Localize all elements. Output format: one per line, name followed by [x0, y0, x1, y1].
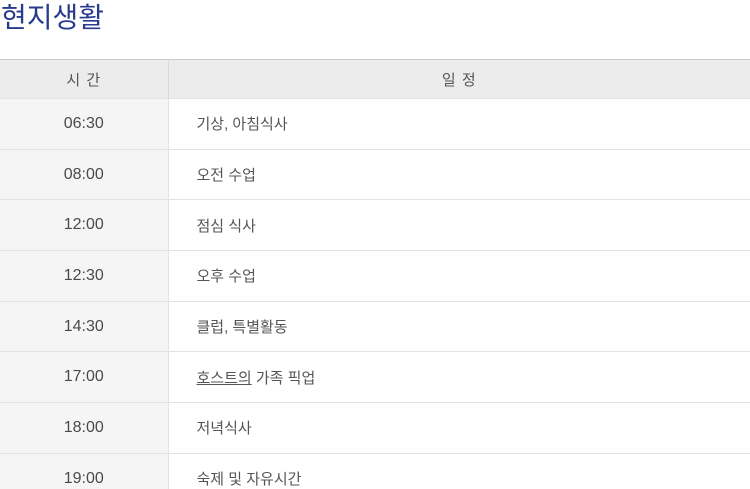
time-cell: 18:00 — [0, 402, 169, 454]
table-header-row: 시 간 일 정 — [0, 59, 750, 99]
event-text: 가족 픽업 — [251, 369, 316, 387]
table-row: 14:30 클럽, 특별활동 — [0, 301, 750, 352]
event-text: 클럽, 특별활동 — [196, 319, 288, 337]
table-row: 19:00 숙제 및 자유시간 — [0, 453, 750, 489]
table-row: 06:30 기상, 아침식사 — [0, 98, 750, 150]
event-cell: 호스트의 가족 픽업 — [168, 351, 750, 403]
table-row: 18:00 저녁식사 — [0, 402, 750, 454]
schedule-table: 시 간 일 정 06:30 기상, 아침식사 08:00 오전 수업 12:00… — [0, 59, 750, 489]
event-text: 점심 식사 — [196, 217, 256, 235]
table-row: 12:00 점심 식사 — [0, 199, 750, 251]
event-cell: 점심 식사 — [168, 199, 750, 251]
event-cell: 숙제 및 자유시간 — [168, 453, 750, 489]
event-text: 저녁식사 — [196, 420, 252, 438]
table-row: 08:00 오전 수업 — [0, 149, 750, 200]
event-cell: 오후 수업 — [168, 250, 750, 302]
event-cell: 클럽, 특별활동 — [168, 301, 750, 352]
time-cell: 12:30 — [0, 250, 169, 302]
event-column-header: 일 정 — [168, 59, 750, 99]
event-text: 기상, 아침식사 — [196, 116, 288, 134]
time-cell: 14:30 — [0, 301, 169, 352]
event-cell: 기상, 아침식사 — [168, 98, 750, 150]
time-cell: 06:30 — [0, 98, 169, 150]
event-text: 오후 수업 — [196, 268, 256, 286]
page-title: 현지생활 — [1, 2, 105, 33]
event-text: 숙제 및 자유시간 — [196, 471, 302, 489]
time-cell: 12:00 — [0, 199, 169, 251]
table-row: 17:00 호스트의 가족 픽업 — [0, 351, 750, 403]
time-column-header: 시 간 — [0, 59, 169, 99]
time-cell: 19:00 — [0, 453, 169, 489]
time-cell: 08:00 — [0, 149, 169, 200]
time-cell: 17:00 — [0, 351, 169, 403]
event-cell: 오전 수업 — [168, 149, 750, 200]
event-cell: 저녁식사 — [168, 402, 750, 454]
event-text: 오전 수업 — [196, 167, 256, 185]
event-underlined-text: 호스트의 — [196, 369, 252, 387]
table-row: 12:30 오후 수업 — [0, 250, 750, 302]
